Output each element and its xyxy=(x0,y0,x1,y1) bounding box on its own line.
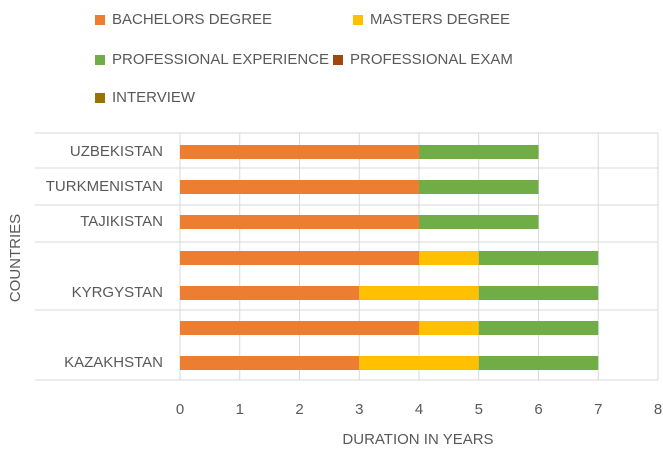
x-tick-label: 4 xyxy=(415,401,423,418)
legend-swatch xyxy=(353,15,363,25)
x-tick-label: 8 xyxy=(654,401,662,418)
bar-segment xyxy=(180,286,360,300)
bar-segment xyxy=(180,180,419,194)
y-axis-label: COUNTRIES xyxy=(7,214,24,302)
bar-segment xyxy=(419,251,479,265)
bar-segment xyxy=(478,321,599,335)
x-tick-label: 0 xyxy=(176,401,184,418)
bar-segment xyxy=(180,145,419,159)
x-tick-label: 5 xyxy=(475,401,483,418)
bar-segment xyxy=(359,286,479,300)
bar-segment xyxy=(180,356,360,370)
x-tick-label: 1 xyxy=(236,401,244,418)
x-tick-label: 6 xyxy=(534,401,542,418)
bar-segment xyxy=(419,321,479,335)
legend-label: PROFESSIONAL EXPERIENCE xyxy=(112,51,329,68)
x-axis-label: DURATION IN YEARS xyxy=(342,431,493,448)
x-tick-label: 3 xyxy=(355,401,363,418)
y-tick-label: UZBEKISTAN xyxy=(70,143,163,160)
bar-segment xyxy=(478,251,599,265)
bar-segment xyxy=(478,286,599,300)
row-separators xyxy=(35,132,658,381)
legend-label: MASTERS DEGREE xyxy=(370,11,510,28)
bar-segment xyxy=(359,356,479,370)
legend-label: INTERVIEW xyxy=(112,89,196,106)
x-tick-label: 7 xyxy=(594,401,602,418)
y-tick-label: KYRGYSTAN xyxy=(72,284,163,301)
x-tick-label: 2 xyxy=(295,401,303,418)
bar-segment xyxy=(419,215,539,229)
bar-segment xyxy=(180,251,419,265)
legend-swatch xyxy=(333,55,343,65)
bar-segment xyxy=(419,180,539,194)
legend-swatch xyxy=(95,15,105,25)
bar-segment xyxy=(478,356,599,370)
legend-swatch xyxy=(95,93,105,103)
bar-segment xyxy=(419,145,539,159)
legend-swatch xyxy=(95,55,105,65)
bar-segment xyxy=(180,215,419,229)
y-tick-label: TAJIKISTAN xyxy=(80,213,163,230)
bar-segment xyxy=(180,321,419,335)
legend-label: PROFESSIONAL EXAM xyxy=(350,51,513,68)
y-tick-label: KAZAKHSTAN xyxy=(64,354,163,371)
legend-label: BACHELORS DEGREE xyxy=(112,11,272,28)
y-tick-label: TURKMENISTAN xyxy=(46,178,163,195)
